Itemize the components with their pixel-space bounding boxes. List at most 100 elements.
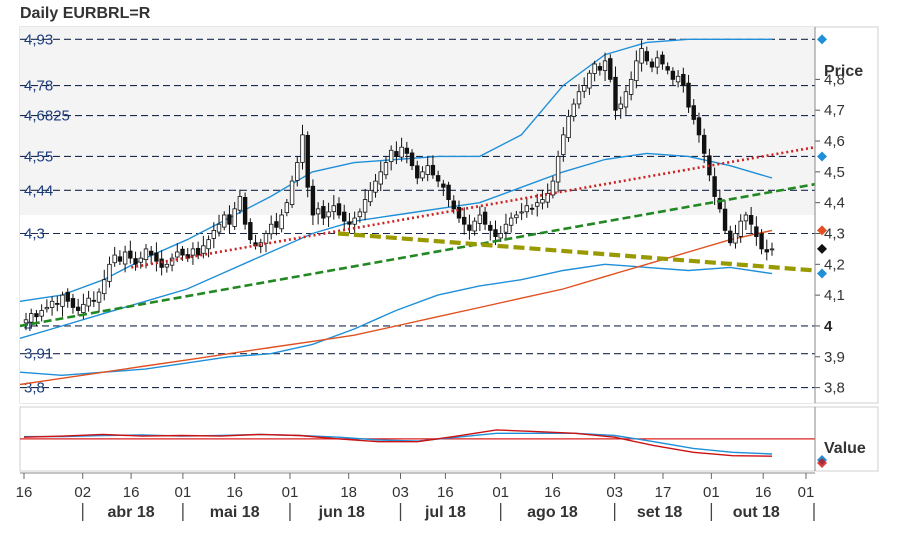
candle-body bbox=[143, 248, 149, 261]
month-label: jul 18 bbox=[424, 504, 466, 521]
candle-body bbox=[514, 214, 519, 219]
candle-body bbox=[39, 310, 44, 317]
candle-body bbox=[154, 252, 159, 262]
candle-body bbox=[206, 239, 211, 250]
candle-body bbox=[117, 256, 123, 262]
candle-body bbox=[107, 263, 112, 282]
candle-body bbox=[284, 202, 290, 214]
candle-body bbox=[451, 200, 456, 210]
candle-body bbox=[242, 196, 248, 225]
candle-body bbox=[576, 91, 582, 105]
candle-body bbox=[759, 233, 764, 250]
candle-body bbox=[587, 72, 592, 89]
candle-body bbox=[738, 220, 743, 237]
x-tick-label: 16 bbox=[755, 484, 772, 501]
chart-title: Daily EURBRL=R bbox=[20, 5, 151, 22]
candle-body bbox=[373, 180, 378, 193]
month-label: set 18 bbox=[637, 504, 682, 521]
candle-body bbox=[347, 221, 352, 225]
value-markers bbox=[817, 455, 827, 468]
price-plot-lower bbox=[20, 215, 815, 403]
candle-body bbox=[456, 207, 462, 219]
last-value-marker bbox=[817, 34, 827, 45]
price-tick-label: 4,2 bbox=[824, 256, 845, 273]
candle-body bbox=[764, 249, 769, 253]
candle-body bbox=[555, 156, 561, 183]
candle-body bbox=[331, 205, 336, 213]
candle-body bbox=[65, 291, 70, 302]
candle-body bbox=[696, 117, 702, 136]
trend-line bbox=[131, 145, 816, 269]
candle-body bbox=[535, 202, 540, 207]
candle-body bbox=[524, 205, 530, 213]
level-label: 4,78 bbox=[24, 78, 53, 95]
candle-body bbox=[415, 165, 420, 179]
candle-body bbox=[519, 211, 524, 214]
candle-body bbox=[435, 175, 441, 182]
x-tick-label: 16 bbox=[226, 484, 243, 501]
candle-body bbox=[295, 162, 300, 181]
candle-body bbox=[467, 224, 472, 231]
candle-body bbox=[357, 211, 363, 218]
candle-body bbox=[274, 221, 279, 228]
month-label: abr 18 bbox=[108, 504, 155, 521]
candle-body bbox=[34, 313, 39, 318]
level-label: 4,93 bbox=[24, 31, 53, 48]
candle-body bbox=[420, 171, 425, 179]
level-label: 3,91 bbox=[24, 346, 53, 363]
candle-body bbox=[754, 226, 759, 237]
candle-body bbox=[728, 230, 733, 244]
indicator-line bbox=[19, 229, 773, 386]
candle-body bbox=[102, 279, 107, 295]
candle-body bbox=[44, 307, 50, 310]
x-tick-label: 03 bbox=[606, 484, 623, 501]
candle-body bbox=[300, 134, 305, 163]
candle-body bbox=[462, 216, 467, 225]
last-value-markers bbox=[817, 34, 827, 279]
indicator-line bbox=[19, 263, 773, 377]
candle-body bbox=[263, 233, 269, 244]
candle-body bbox=[175, 251, 180, 258]
candle-body bbox=[201, 245, 206, 254]
price-tick-label: 4,6 bbox=[824, 133, 845, 150]
candle-body bbox=[634, 60, 639, 82]
x-tick-label: 02 bbox=[74, 484, 91, 501]
price-tick-label: 3,9 bbox=[824, 349, 845, 366]
candle-body bbox=[686, 82, 691, 108]
price-panel-label: Price bbox=[824, 63, 863, 80]
candle-body bbox=[733, 233, 738, 244]
candle-body bbox=[498, 233, 503, 239]
candle-body bbox=[222, 214, 227, 228]
x-tick-label: 16 bbox=[544, 484, 561, 501]
candle-body bbox=[545, 193, 550, 203]
candle-body bbox=[592, 63, 597, 74]
candle-body bbox=[86, 297, 91, 307]
trend-lines bbox=[19, 145, 816, 328]
candle-body bbox=[368, 189, 373, 203]
candle-body bbox=[550, 180, 556, 196]
date-axis: 16 02 16 01 16 01 18 03 16 01 16 03 17 01 16 01 abr 18 ma… bbox=[16, 472, 815, 521]
last-value-marker bbox=[817, 268, 827, 279]
price-tick-label: 4,4 bbox=[824, 195, 845, 212]
candle-body bbox=[602, 60, 608, 71]
candle-body bbox=[237, 196, 243, 211]
candle-body bbox=[190, 248, 196, 256]
x-tick-label: 16 bbox=[16, 484, 33, 501]
candle-body bbox=[493, 229, 498, 237]
candle-body bbox=[488, 224, 493, 231]
candle-body bbox=[649, 61, 655, 68]
candle-body bbox=[211, 230, 217, 239]
x-tick-label: 01 bbox=[175, 484, 192, 501]
candle-body bbox=[722, 208, 728, 231]
candle-body bbox=[96, 291, 102, 303]
candle-body bbox=[383, 162, 389, 176]
candle-body bbox=[581, 85, 587, 92]
candle-body bbox=[133, 258, 138, 265]
candle-body bbox=[743, 214, 749, 222]
candle-body bbox=[675, 75, 681, 83]
candle-body bbox=[561, 134, 566, 155]
value-marker bbox=[817, 458, 827, 468]
price-tick-label: 4,1 bbox=[824, 287, 845, 304]
trend-line bbox=[19, 182, 816, 328]
candle-body bbox=[149, 250, 154, 256]
